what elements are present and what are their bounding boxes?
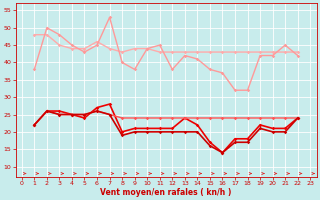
- X-axis label: Vent moyen/en rafales ( kn/h ): Vent moyen/en rafales ( kn/h ): [100, 188, 232, 197]
